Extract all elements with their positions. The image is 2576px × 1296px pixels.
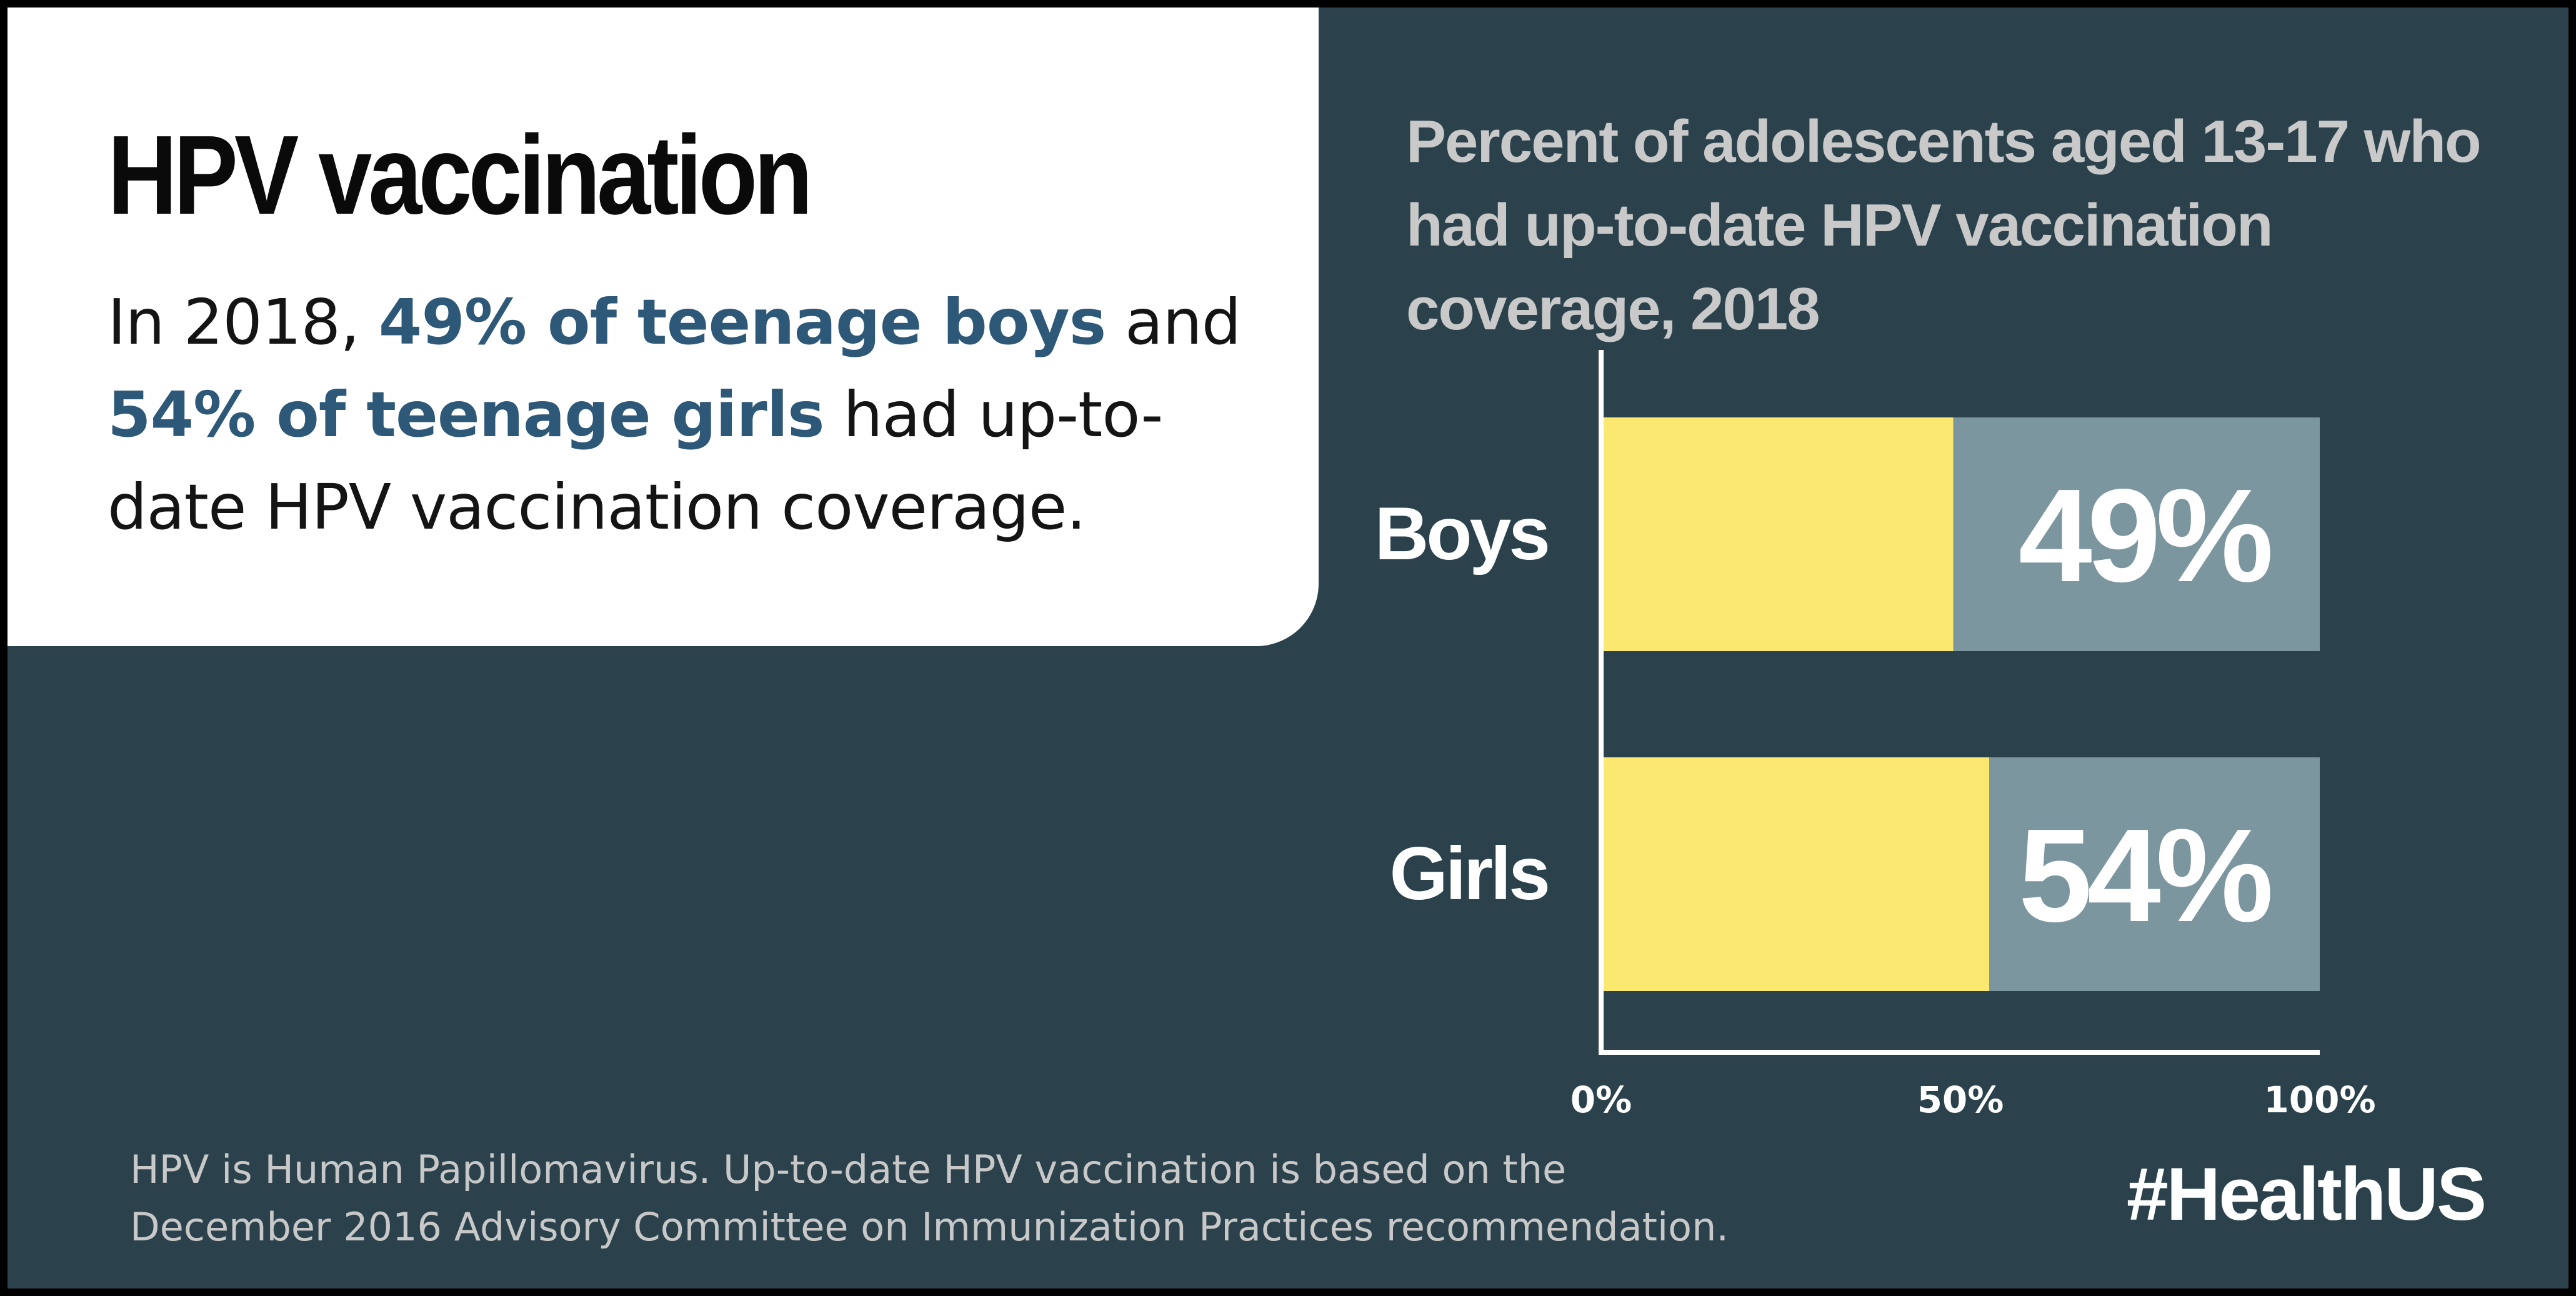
hashtag: #HealthUS	[2126, 1152, 2487, 1236]
bar-boys	[1601, 417, 1954, 651]
summary-text: In 2018, 49% of teenage boys and 54% of …	[107, 276, 1295, 554]
summary-highlight-boys: 49% of teenage boys	[378, 286, 1107, 359]
summary-prefix: In 2018,	[107, 286, 379, 359]
page-title: HPV vaccination	[107, 112, 813, 238]
chart-title: Percent of adolescents aged 13-17 who ha…	[1406, 108, 2482, 342]
bar-girls	[1601, 757, 1989, 991]
bar-chart: Boys 49% Girls 54% 0% 50% 100%	[1375, 350, 2376, 1121]
x-tick-label-0: 0%	[1570, 1079, 1632, 1121]
data-label-girls: 54%	[2019, 801, 2270, 949]
footnote: HPV is Human Papillomavirus. Up-to-date …	[130, 1147, 1729, 1250]
summary-middle: and	[1106, 286, 1241, 359]
summary-highlight-girls: 54% of teenage girls	[107, 378, 825, 451]
x-tick-label-50: 50%	[1917, 1079, 2004, 1121]
data-label-boys: 49%	[2019, 461, 2270, 609]
category-label-girls: Girls	[1390, 832, 1548, 915]
x-tick-label-100: 100%	[2264, 1079, 2375, 1121]
headline-panel: HPV vaccination In 2018, 49% of teenage …	[7, 7, 1319, 646]
infographic-frame: HPV vaccination In 2018, 49% of teenage …	[7, 7, 2569, 1289]
category-label-boys: Boys	[1375, 492, 1548, 576]
summary-suffix: had up-to-date HPV vaccination coverage.	[107, 378, 1163, 544]
